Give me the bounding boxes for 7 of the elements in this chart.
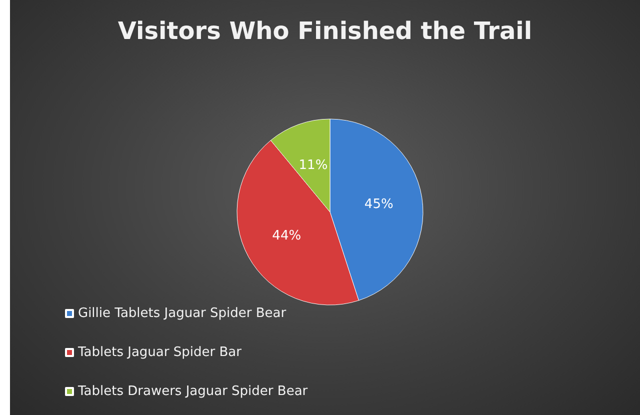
chart-title: Visitors Who Finished the Trail — [118, 17, 532, 45]
legend-label: Tablets Jaguar Spider Bar — [77, 345, 242, 360]
legend-label: Tablets Drawers Jaguar Spider Bear — [77, 384, 308, 399]
data-label: 44% — [272, 228, 302, 244]
data-label: 11% — [298, 158, 328, 173]
data-label: 45% — [364, 196, 394, 212]
legend-label: Gillie Tablets Jaguar Spider Bear — [78, 306, 287, 321]
